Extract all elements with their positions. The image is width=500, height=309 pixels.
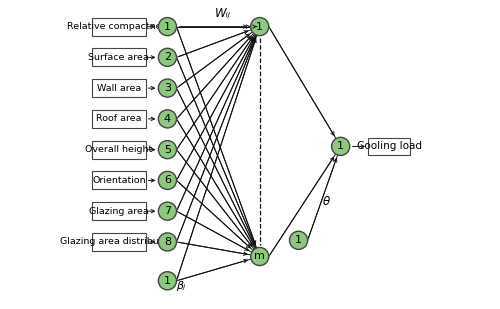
Text: m: m bbox=[254, 252, 265, 261]
FancyBboxPatch shape bbox=[92, 18, 146, 36]
Text: 4: 4 bbox=[164, 114, 171, 124]
Text: Surface area: Surface area bbox=[88, 53, 149, 62]
Text: Relative compactness: Relative compactness bbox=[66, 22, 171, 31]
FancyBboxPatch shape bbox=[92, 202, 146, 220]
Text: 7: 7 bbox=[164, 206, 171, 216]
Text: 8: 8 bbox=[164, 237, 171, 247]
Circle shape bbox=[332, 137, 349, 155]
Text: Glazing area distribution: Glazing area distribution bbox=[60, 237, 178, 246]
Circle shape bbox=[158, 18, 176, 36]
Circle shape bbox=[158, 233, 176, 251]
Text: Roof area: Roof area bbox=[96, 114, 142, 123]
Circle shape bbox=[158, 272, 176, 290]
FancyBboxPatch shape bbox=[368, 138, 410, 155]
Circle shape bbox=[250, 18, 269, 36]
Text: θ: θ bbox=[322, 195, 330, 208]
Circle shape bbox=[158, 141, 176, 159]
Text: 3: 3 bbox=[164, 83, 171, 93]
Circle shape bbox=[158, 171, 176, 189]
Text: Glazing area: Glazing area bbox=[89, 207, 148, 216]
Text: Orientation: Orientation bbox=[92, 176, 146, 185]
Text: βⱼ: βⱼ bbox=[176, 281, 186, 291]
Circle shape bbox=[158, 202, 176, 220]
Text: Wᵢⱼ: Wᵢⱼ bbox=[214, 7, 230, 20]
Text: 5: 5 bbox=[164, 145, 171, 154]
Text: 2: 2 bbox=[164, 52, 171, 62]
FancyBboxPatch shape bbox=[92, 171, 146, 189]
FancyBboxPatch shape bbox=[92, 233, 146, 251]
Text: 1: 1 bbox=[164, 22, 171, 32]
FancyBboxPatch shape bbox=[92, 79, 146, 97]
Text: Cooling load: Cooling load bbox=[356, 142, 422, 151]
Text: Overall height: Overall height bbox=[85, 145, 152, 154]
Circle shape bbox=[158, 48, 176, 66]
Circle shape bbox=[250, 248, 269, 265]
Circle shape bbox=[158, 79, 176, 97]
Text: 1: 1 bbox=[295, 235, 302, 245]
Text: 6: 6 bbox=[164, 176, 171, 185]
FancyBboxPatch shape bbox=[92, 141, 146, 159]
Text: 1: 1 bbox=[256, 22, 263, 32]
Text: 1: 1 bbox=[164, 276, 171, 286]
Text: Wall area: Wall area bbox=[96, 84, 141, 93]
FancyBboxPatch shape bbox=[92, 110, 146, 128]
FancyBboxPatch shape bbox=[92, 49, 146, 66]
Circle shape bbox=[290, 231, 308, 249]
Text: 1: 1 bbox=[337, 142, 344, 151]
Circle shape bbox=[158, 110, 176, 128]
